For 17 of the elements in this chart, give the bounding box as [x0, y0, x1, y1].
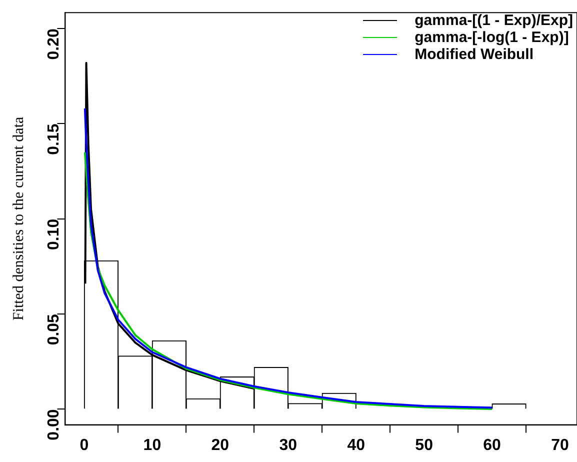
x-tick-label: 20: [211, 436, 230, 454]
x-tick-label: 40: [347, 436, 366, 454]
x-tick-label: 10: [143, 436, 162, 454]
legend-label: gamma-[(1 - Exp)/Exp]: [414, 12, 573, 29]
y-tick-label: 0.05: [46, 314, 63, 346]
x-tick-label: 0: [80, 436, 89, 454]
y-tick-label: 0.10: [46, 218, 63, 250]
y-tick-label: 0.20: [46, 28, 63, 60]
x-tick-label: 70: [551, 436, 570, 454]
y-axis-title: Fitted densities to the current data: [10, 116, 27, 321]
y-tick-label: 0.15: [46, 124, 63, 155]
x-tick-label: 60: [483, 436, 502, 454]
y-tick-label: 0.00: [46, 409, 63, 440]
x-tick-label: 50: [415, 436, 434, 454]
legend-label: gamma-[-log(1 - Exp)]: [414, 29, 569, 46]
legend-label: Modified Weibull: [414, 46, 534, 63]
x-tick-label: 30: [279, 436, 298, 454]
